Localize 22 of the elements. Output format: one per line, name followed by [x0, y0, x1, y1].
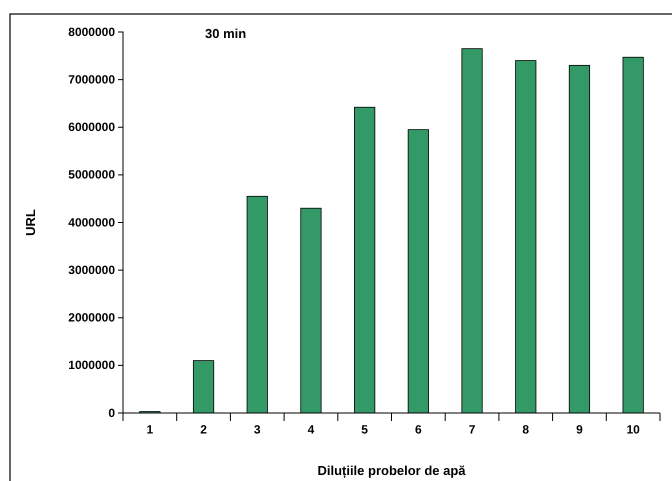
y-tick-label: 3000000 — [68, 262, 116, 277]
x-tick-label: 3 — [254, 422, 261, 437]
y-tick-label: 1000000 — [68, 358, 116, 372]
y-tick-label: 5000000 — [68, 168, 116, 182]
x-tick-label: 6 — [415, 422, 422, 437]
x-tick-label: 1 — [146, 422, 154, 437]
x-tick-label: 4 — [308, 422, 315, 437]
x-tick-label: 5 — [361, 422, 368, 437]
x-tick-label: 7 — [468, 422, 476, 437]
y-axis-title: URL — [23, 209, 38, 236]
x-tick-label: 10 — [626, 422, 640, 437]
y-tick-label: 0 — [108, 406, 116, 420]
y-tick-label: 6000000 — [68, 120, 116, 134]
x-tick-label: 2 — [200, 422, 208, 437]
y-tick-label: 7000000 — [68, 72, 116, 86]
x-axis-title: Diluțiile probelor de apă — [317, 463, 466, 479]
y-tick-label: 4000000 — [68, 215, 116, 230]
annotation: 30 min — [205, 26, 246, 41]
y-tick-label: 8000000 — [68, 24, 116, 39]
x-tick-label: 8 — [522, 422, 530, 437]
y-tick-label: 2000000 — [68, 310, 116, 325]
x-tick-label: 9 — [576, 422, 584, 437]
